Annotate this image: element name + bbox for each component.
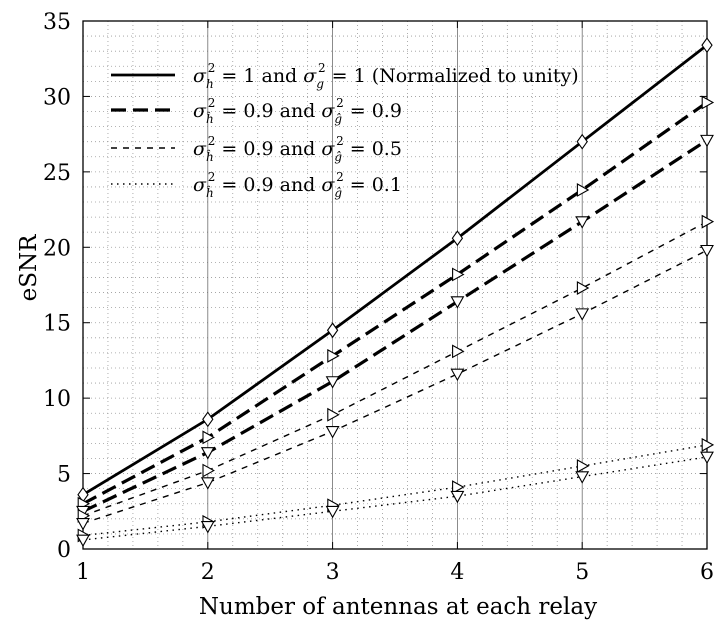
series-4-point-b xyxy=(575,471,590,484)
series-4-point-b xyxy=(200,521,215,534)
series-4-point-b xyxy=(450,490,465,504)
series-3-point xyxy=(576,281,590,295)
x-tick-label: 4 xyxy=(450,560,464,585)
series-3-point-b xyxy=(700,244,714,258)
series-2-point xyxy=(701,95,715,110)
series-2-point-b xyxy=(575,216,590,229)
plot-frame xyxy=(82,20,708,550)
y-axis-label: eSNR xyxy=(16,234,42,301)
y-tick-label: 35 xyxy=(43,10,71,35)
y-tick-label: 30 xyxy=(43,85,71,110)
series-2-point xyxy=(452,267,465,282)
series-4-point xyxy=(701,437,715,452)
legend-entry-2: σĥ2 = 0.9 and σĝ2 = 0.9 xyxy=(193,96,402,126)
series-4-point-b xyxy=(76,534,90,548)
legend-entry-4: σĥ2 = 0.9 and σĝ2 = 0.1 xyxy=(193,170,402,200)
series-3-point-b xyxy=(200,477,215,490)
x-tick-label: 1 xyxy=(76,560,90,585)
series-2-point-b xyxy=(200,447,215,460)
series-1-point xyxy=(451,230,464,247)
series-3-line-b xyxy=(82,249,708,525)
series-4-point xyxy=(452,480,465,495)
series-4-point-b xyxy=(700,451,714,465)
minor-grid xyxy=(83,21,707,549)
series-2-point xyxy=(202,430,215,445)
legend-entry-3: σĥ2 = 0.9 and σĝ2 = 0.5 xyxy=(193,134,402,164)
legend: σh2 = 1 and σg2 = 1 (Normalized to unity… xyxy=(111,61,579,200)
series-4-line-b xyxy=(82,456,708,541)
series-1-point xyxy=(202,411,214,428)
y-tick-label: 25 xyxy=(43,161,71,186)
series-1-point xyxy=(701,37,713,54)
tick-labels: 1 2 3 4 5 6 0 5 10 15 20 25 30 35 xyxy=(43,10,714,585)
x-tick-label: 6 xyxy=(700,560,714,585)
series-3-point xyxy=(202,463,215,478)
series-2-line-b xyxy=(82,138,708,513)
y-tick-label: 15 xyxy=(43,312,71,337)
series-markers xyxy=(76,37,715,548)
series-lines xyxy=(82,44,708,541)
series-3-point-b xyxy=(76,518,90,531)
y-tick-label: 0 xyxy=(57,538,71,563)
series-3-point-b xyxy=(325,425,340,439)
series-1-point xyxy=(326,322,339,339)
series-2-point-b xyxy=(700,134,714,148)
x-tick-label: 3 xyxy=(326,560,340,585)
series-2-point-b xyxy=(325,376,340,389)
series-4-point-b xyxy=(325,505,340,519)
series-3-point xyxy=(452,344,465,359)
series-4-point xyxy=(576,459,590,473)
series-2-point-b xyxy=(450,296,465,309)
legend-entry-1: σh2 = 1 and σg2 = 1 (Normalized to unity… xyxy=(193,61,579,91)
x-axis-label: Number of antennas at each relay xyxy=(199,594,597,620)
series-2-line xyxy=(82,101,708,506)
y-tick-label: 5 xyxy=(57,463,71,488)
series-1-line xyxy=(82,44,708,496)
series-1-point xyxy=(576,133,588,150)
series-2-point xyxy=(576,183,590,197)
series-2-point xyxy=(327,348,340,363)
series-3-point-b xyxy=(575,308,590,321)
y-tick-label: 20 xyxy=(43,236,71,261)
series-3-point xyxy=(701,214,715,229)
series-3-point-b xyxy=(450,368,465,382)
series-3-line xyxy=(82,221,708,517)
x-tick-label: 5 xyxy=(575,560,589,585)
series-3-point xyxy=(327,407,340,422)
x-tick-label: 2 xyxy=(201,560,215,585)
y-tick-label: 10 xyxy=(43,387,71,412)
